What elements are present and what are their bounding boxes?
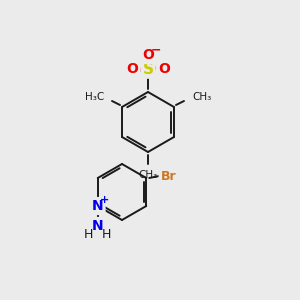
Text: +: + (100, 195, 110, 205)
Text: H: H (84, 229, 93, 242)
Text: O: O (158, 62, 170, 76)
Text: N: N (92, 199, 103, 213)
Text: CH₃: CH₃ (192, 92, 211, 102)
Text: −: − (151, 44, 161, 56)
Text: CH₃: CH₃ (138, 170, 158, 180)
Text: Br: Br (160, 169, 176, 182)
Text: H₃C: H₃C (85, 92, 104, 102)
Text: S: S (142, 61, 154, 76)
Text: O: O (126, 62, 138, 76)
Text: O: O (142, 48, 154, 62)
Text: N: N (92, 219, 103, 233)
Text: H: H (102, 229, 111, 242)
